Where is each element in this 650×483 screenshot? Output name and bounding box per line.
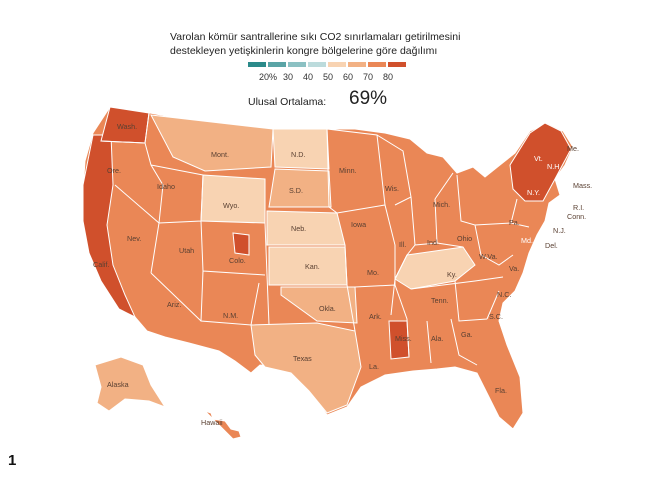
state-label: Ore. xyxy=(107,166,121,175)
state-label: Wis. xyxy=(385,184,399,193)
legend-label: 20% xyxy=(258,72,277,82)
state-label: N.H. xyxy=(547,162,561,171)
legend-swatch xyxy=(388,62,406,67)
state-label: Ill. xyxy=(399,240,406,249)
us-district-map: Wash. Ore. Calif. Nev. Idaho Mont. Wyo. … xyxy=(82,106,592,440)
state-label: Va. xyxy=(509,264,519,273)
legend-label: 50 xyxy=(322,72,333,82)
state-label: S.C. xyxy=(489,312,503,321)
state-label: Ark. xyxy=(369,312,382,321)
state-label: Ohio xyxy=(457,234,472,243)
region-northeast xyxy=(509,122,572,202)
state-label: Minn. xyxy=(339,166,357,175)
state-label: W.Va. xyxy=(479,252,498,261)
state-label: Tenn. xyxy=(431,296,449,305)
state-label: S.D. xyxy=(289,186,303,195)
region-oklahoma xyxy=(280,286,358,324)
state-label: Ala. xyxy=(431,334,443,343)
legend-label: 70 xyxy=(362,72,373,82)
state-label: N.M. xyxy=(223,311,238,320)
region-texas xyxy=(250,322,362,414)
state-label: Ind. xyxy=(427,238,439,247)
legend-swatch xyxy=(248,62,266,67)
state-label: Nev. xyxy=(127,234,141,243)
state-label: Del. xyxy=(545,241,558,250)
state-label: N.D. xyxy=(291,150,305,159)
state-label: Md. xyxy=(521,236,533,245)
state-label: Wash. xyxy=(117,122,137,131)
state-label: Miss. xyxy=(395,334,412,343)
state-label: R.I. xyxy=(573,203,584,212)
legend-label: 40 xyxy=(302,72,313,82)
state-label: Neb. xyxy=(291,224,306,233)
state-label: Mo. xyxy=(367,268,379,277)
state-label: Mass. xyxy=(573,181,592,190)
figure-number: 1 xyxy=(8,452,17,469)
legend-swatch xyxy=(288,62,306,67)
state-label: Mont. xyxy=(211,150,229,159)
region-wyoming xyxy=(200,174,266,224)
color-legend: 20% 30 40 50 60 70 80 xyxy=(248,62,408,92)
state-label: Pa. xyxy=(509,218,520,227)
state-label: Okla. xyxy=(319,304,336,313)
alaska-shape xyxy=(94,356,167,412)
state-label: Iowa xyxy=(351,220,366,229)
region-south-dakota xyxy=(268,168,332,208)
state-label: Ky. xyxy=(447,270,457,279)
region-north-dakota xyxy=(272,128,330,170)
legend-label: 30 xyxy=(282,72,293,82)
state-label: Vt. xyxy=(534,154,543,163)
map-title: Varolan kömür santrallerine sıkı CO2 sın… xyxy=(170,31,461,57)
state-label: La. xyxy=(369,362,379,371)
state-label: Hawaii xyxy=(201,418,223,427)
state-label: Ariz. xyxy=(167,300,181,309)
state-label: Kan. xyxy=(305,262,320,271)
state-label: Conn. xyxy=(567,212,586,221)
state-label: Utah xyxy=(179,246,194,255)
state-label: Mich. xyxy=(433,200,450,209)
state-label: Alaska xyxy=(107,380,129,389)
legend-label: 60 xyxy=(342,72,353,82)
state-label: Texas xyxy=(293,354,312,363)
national-average-label: Ulusal Ortalama: xyxy=(248,96,327,108)
legend-swatch xyxy=(308,62,326,67)
legend-swatch xyxy=(348,62,366,67)
hawaii-shape xyxy=(204,410,242,440)
state-label: Me. xyxy=(567,144,579,153)
national-average-value: 69% xyxy=(349,88,388,109)
state-label: Wyo. xyxy=(223,201,239,210)
state-label: N.Y. xyxy=(527,188,540,197)
legend-swatch xyxy=(368,62,386,67)
state-label: Colo. xyxy=(229,256,246,265)
state-label: Ga. xyxy=(461,330,473,339)
state-label: Fla. xyxy=(495,386,507,395)
state-label: N.J. xyxy=(553,226,566,235)
legend-label: 80 xyxy=(382,72,393,82)
state-borders xyxy=(100,112,530,366)
region-montana xyxy=(150,114,274,172)
region-west-coast xyxy=(82,134,137,319)
state-label: Idaho xyxy=(157,182,175,191)
legend-swatch xyxy=(268,62,286,67)
legend-swatch xyxy=(328,62,346,67)
region-colorado-core xyxy=(232,232,250,256)
state-label: N.C. xyxy=(497,290,511,299)
state-label: Calif. xyxy=(93,260,109,269)
